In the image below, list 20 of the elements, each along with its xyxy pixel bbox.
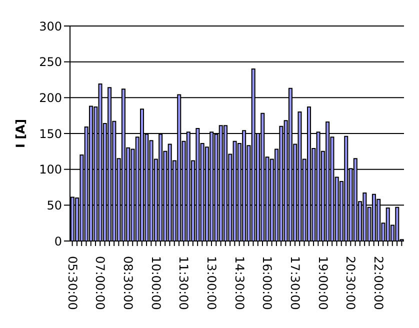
x-tick-label: 11:30:00: [176, 256, 191, 310]
y-tick-label: 250: [39, 55, 62, 70]
x-tick-label: 14:30:00: [232, 256, 246, 310]
y-tick-label: 300: [39, 19, 62, 34]
x-tick-label: 22:00:00: [371, 256, 386, 310]
y-tick-label: 50: [46, 198, 62, 212]
y-tick-label: 100: [39, 162, 62, 177]
x-tick-label: 10:00:00: [148, 256, 163, 310]
x-tick-label: 13:00:00: [204, 256, 218, 310]
x-tick-label: 05:30:00: [65, 256, 80, 310]
x-tick-label: 08:30:00: [120, 256, 135, 310]
y-tick-label: 0: [54, 234, 62, 248]
y-axis-title: I [A]: [13, 119, 28, 148]
y-tick-label: 200: [39, 90, 62, 105]
x-tick-label: 17:30:00: [288, 256, 302, 310]
x-tick-label: 16:00:00: [260, 256, 274, 310]
x-tick-label: 20:30:00: [344, 256, 358, 310]
y-tick-label: 150: [39, 126, 62, 141]
x-tick-label: 07:00:00: [93, 256, 108, 310]
x-tick-label: 19:00:00: [316, 256, 330, 310]
